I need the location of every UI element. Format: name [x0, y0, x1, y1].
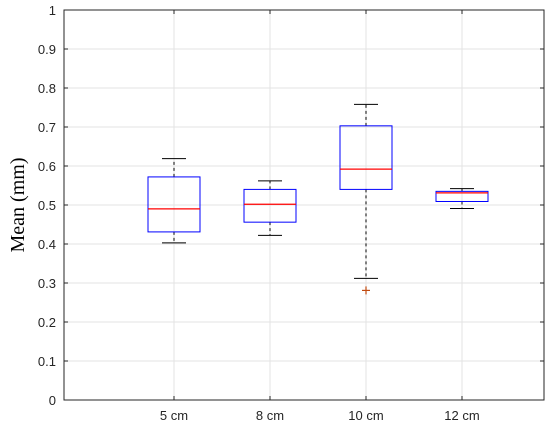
box-group	[435, 188, 489, 210]
box-group	[147, 158, 201, 244]
box-group	[243, 180, 297, 236]
y-axis-title: Mean (mm)	[7, 158, 29, 253]
iqr-box	[243, 188, 297, 223]
y-tick-label: 0	[49, 393, 56, 408]
box-series	[147, 103, 489, 295]
y-tick-label: 0.1	[38, 354, 56, 369]
y-axis-ticks: 0 0.1 0.2 0.3 0.4 0.5 0.6 0.7 0.8 0.9 1	[38, 3, 544, 408]
grid-lines	[64, 10, 544, 400]
x-axis-ticks: 5 cm 8 cm 10 cm 12 cm	[160, 10, 480, 423]
y-tick-label: 0.2	[38, 315, 56, 330]
y-tick-label: 1	[49, 3, 56, 18]
x-tick-label: 10 cm	[348, 408, 383, 423]
iqr-box	[435, 190, 489, 202]
x-tick-label: 8 cm	[256, 408, 284, 423]
y-tick-label: 0.5	[38, 198, 56, 213]
box-group	[339, 103, 393, 295]
y-tick-label: 0.8	[38, 81, 56, 96]
y-tick-label: 0.3	[38, 276, 56, 291]
y-tick-label: 0.6	[38, 159, 56, 174]
iqr-box	[147, 176, 201, 233]
y-tick-label: 0.9	[38, 42, 56, 57]
y-tick-label: 0.7	[38, 120, 56, 135]
y-tick-label: 0.4	[38, 237, 56, 252]
iqr-box	[339, 125, 393, 190]
x-tick-label: 5 cm	[160, 408, 188, 423]
x-tick-label: 12 cm	[444, 408, 479, 423]
